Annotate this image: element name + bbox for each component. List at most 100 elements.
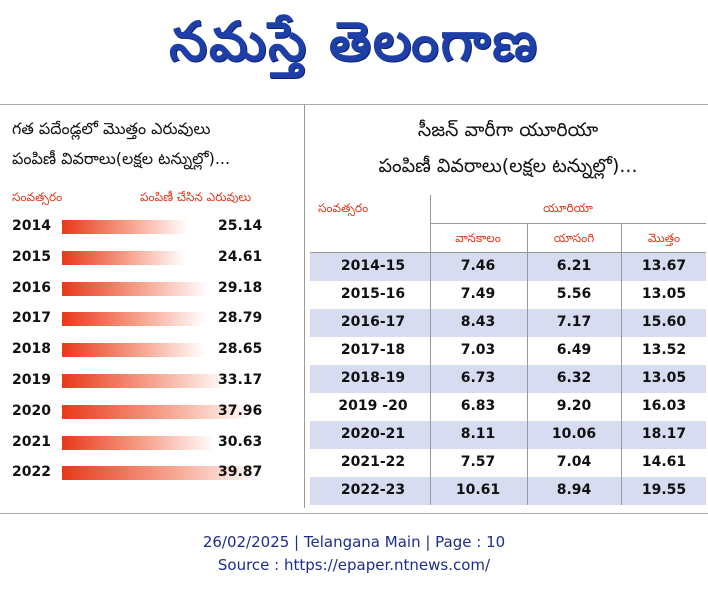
chart-year-label: 2020 bbox=[12, 402, 51, 419]
cell-year: 2020-21 bbox=[340, 426, 406, 442]
chart-row: 2022 39.87 bbox=[0, 458, 300, 488]
chart-bar bbox=[62, 404, 252, 419]
chart-value-label: 24.61 bbox=[218, 248, 263, 265]
cell-year: 2017-18 bbox=[340, 342, 406, 358]
chart-bar bbox=[62, 220, 188, 234]
footer-line1: 26/02/2025 | Telangana Main | Page : 10 bbox=[202, 533, 506, 551]
right-title-line2: పంపిణీ వివరాలు(లక్షల టన్నుల్లో)... bbox=[378, 155, 638, 177]
chart-value-label: 28.79 bbox=[218, 310, 263, 327]
table-header-vanakalam: వానకాలం bbox=[455, 231, 501, 245]
table-row: 2022-23 10.61 8.94 19.55 bbox=[310, 477, 706, 505]
chart-value-label: 28.65 bbox=[218, 341, 263, 358]
cell-total: 13.05 bbox=[641, 286, 687, 302]
cell-yasangi: 7.17 bbox=[556, 314, 592, 330]
column-divider bbox=[304, 104, 305, 508]
cell-year: 2021-22 bbox=[340, 454, 406, 470]
chart-row: 2016 29.18 bbox=[0, 274, 300, 304]
chart-value-label: 37.96 bbox=[218, 402, 263, 419]
chart-year-label: 2016 bbox=[12, 279, 51, 296]
chart-bar bbox=[62, 374, 228, 388]
chart-row: 2019 33.17 bbox=[0, 366, 300, 396]
chart-bar bbox=[62, 343, 205, 358]
table-rule bbox=[430, 223, 706, 224]
right-title-line1: సీజన్ వారీగా యూరియా bbox=[417, 119, 599, 141]
chart-bar bbox=[62, 435, 215, 450]
left-header-year: సంవత్సరం bbox=[12, 190, 63, 204]
chart-row: 2014 25.14 bbox=[0, 212, 300, 242]
chart-year-label: 2018 bbox=[12, 341, 51, 358]
chart-bar bbox=[62, 466, 261, 481]
cell-yasangi: 10.06 bbox=[551, 426, 597, 442]
cell-total: 16.03 bbox=[641, 398, 687, 414]
table-header-yasangi: యాసంగి bbox=[553, 231, 595, 245]
cell-vanakalam: 7.49 bbox=[460, 286, 496, 302]
cell-yasangi: 9.20 bbox=[556, 398, 592, 414]
left-title: గత పదేండ్లలో మొత్తం ఎరువులు పంపిణీ వివరా… bbox=[12, 114, 302, 174]
table-header-year: సంవత్సరం bbox=[318, 201, 369, 215]
cell-year: 2022-23 bbox=[340, 482, 406, 498]
chart-row: 2018 28.65 bbox=[0, 335, 300, 365]
chart-value-label: 25.14 bbox=[218, 218, 263, 234]
table-rule bbox=[310, 252, 706, 253]
chart-year-label: 2017 bbox=[12, 310, 51, 327]
cell-total: 14.61 bbox=[641, 454, 687, 470]
chart-bar bbox=[62, 281, 208, 296]
cell-yasangi: 6.32 bbox=[556, 370, 592, 386]
chart-value-label: 39.87 bbox=[218, 464, 263, 481]
cell-vanakalam: 6.73 bbox=[460, 370, 496, 386]
footer-source: Source : https://epaper.ntnews.com/ bbox=[217, 556, 491, 574]
left-title-line2: పంపిణీ వివరాలు(లక్షల టన్నుల్లో)... bbox=[12, 149, 231, 168]
cell-vanakalam: 7.57 bbox=[460, 454, 496, 470]
chart-year-label: 2021 bbox=[12, 433, 51, 450]
cell-total: 15.60 bbox=[641, 314, 687, 330]
table-rule bbox=[621, 223, 622, 505]
cell-yasangi: 6.49 bbox=[556, 342, 592, 358]
right-title: సీజన్ వారీగా యూరియా పంపిణీ వివరాలు(లక్షల… bbox=[318, 112, 698, 184]
chart-row: 2020 37.96 bbox=[0, 397, 300, 427]
cell-vanakalam: 8.11 bbox=[460, 426, 496, 442]
cell-year: 2018-19 bbox=[340, 370, 406, 386]
chart-bar bbox=[62, 312, 206, 327]
table-header-urea: యూరియా bbox=[543, 201, 593, 215]
chart-year-label: 2019 bbox=[12, 372, 51, 388]
table-row: 2014-15 7.46 6.21 13.67 bbox=[310, 253, 706, 281]
cell-total: 13.05 bbox=[641, 370, 687, 386]
masthead: నమస్తే తెలంగాణ bbox=[0, 0, 708, 96]
table-row: 2019 -20 6.83 9.20 16.03 bbox=[310, 393, 706, 421]
left-title-line1: గత పదేండ్లలో మొత్తం ఎరువులు bbox=[12, 119, 211, 138]
cell-vanakalam: 6.83 bbox=[460, 398, 496, 414]
cell-yasangi: 7.04 bbox=[556, 454, 592, 470]
cell-year: 2015-16 bbox=[340, 286, 406, 302]
cell-year: 2016-17 bbox=[340, 314, 406, 330]
cell-vanakalam: 7.46 bbox=[460, 258, 496, 274]
cell-yasangi: 5.56 bbox=[556, 286, 592, 302]
cell-total: 13.52 bbox=[641, 342, 687, 358]
cell-yasangi: 6.21 bbox=[556, 258, 592, 274]
left-header-value: పంపిణీ చేసిన ఎరువులు bbox=[140, 190, 252, 204]
table-header-total: మొత్తం bbox=[647, 231, 681, 245]
table-rule bbox=[430, 195, 431, 505]
newspaper-logo: నమస్తే తెలంగాణ bbox=[169, 9, 539, 73]
chart-row: 2021 30.63 bbox=[0, 428, 300, 458]
table-row: 2016-17 8.43 7.17 15.60 bbox=[310, 309, 706, 337]
table-row: 2021-22 7.57 7.04 14.61 bbox=[310, 449, 706, 477]
cell-yasangi: 8.94 bbox=[556, 482, 592, 498]
table-row: 2017-18 7.03 6.49 13.52 bbox=[310, 337, 706, 365]
cell-year: 2019 -20 bbox=[338, 398, 408, 414]
cell-vanakalam: 8.43 bbox=[460, 314, 496, 330]
chart-bar bbox=[62, 250, 185, 265]
cell-total: 19.55 bbox=[641, 482, 687, 498]
table-row: 2020-21 8.11 10.06 18.17 bbox=[310, 421, 706, 449]
chart-year-label: 2015 bbox=[12, 248, 51, 265]
cell-year: 2014-15 bbox=[340, 258, 406, 274]
table-row: 2018-19 6.73 6.32 13.05 bbox=[310, 365, 706, 393]
chart-value-label: 29.18 bbox=[218, 279, 263, 296]
cell-total: 18.17 bbox=[641, 426, 687, 442]
article-panel bbox=[0, 104, 708, 514]
cell-vanakalam: 7.03 bbox=[460, 342, 496, 358]
chart-value-label: 30.63 bbox=[218, 433, 263, 450]
chart-row: 2015 24.61 bbox=[0, 243, 300, 273]
table-rule bbox=[527, 223, 528, 505]
chart-value-label: 33.17 bbox=[218, 372, 263, 388]
table-row: 2015-16 7.49 5.56 13.05 bbox=[310, 281, 706, 309]
